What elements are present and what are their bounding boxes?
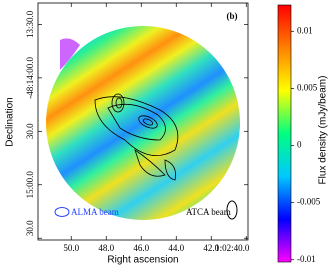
x-tick-label: 1:02:40.0 <box>215 243 250 253</box>
y-tick-label: -48:14:00.0 <box>25 56 35 98</box>
plot-frame <box>37 2 249 241</box>
colorbar-tick-label: 0 <box>297 140 302 150</box>
y-tick-label: 30.0 <box>25 220 35 236</box>
x-tick-label: 42.0 <box>203 243 219 253</box>
y-tick-label: 15:00.0 <box>25 171 35 199</box>
colorbar-label: Flux density (mJy/beam) <box>318 76 329 185</box>
colorbar-tick-label: -0.01 <box>297 254 316 264</box>
x-tick-label: 48.0 <box>98 243 114 253</box>
x-tick-label: 44.0 <box>168 243 184 253</box>
x-tick-label: 46.0 <box>133 243 149 253</box>
flux-map <box>46 26 240 220</box>
map-patch <box>60 38 80 70</box>
y-axis-label: Declination <box>5 97 16 146</box>
x-axis-label: Right ascension <box>107 255 178 266</box>
colorbar-tick-label: 0.01 <box>297 25 313 35</box>
colorbar-tick-label: 0.005 <box>297 82 318 92</box>
colorbar <box>277 4 292 263</box>
annotation: ATCA beam <box>186 207 231 217</box>
annotation: ALMA beam <box>71 207 119 217</box>
atca-beam <box>226 200 238 220</box>
y-tick-label: 30.0 <box>25 123 35 139</box>
y-tick-label: 13:30.0 <box>25 10 35 38</box>
contours <box>94 93 179 181</box>
colorbar-tick-label: -0.005 <box>297 197 321 207</box>
alma-beam <box>54 207 70 217</box>
panel-label: (b) <box>227 11 238 21</box>
x-tick-label: 50.0 <box>63 243 79 253</box>
